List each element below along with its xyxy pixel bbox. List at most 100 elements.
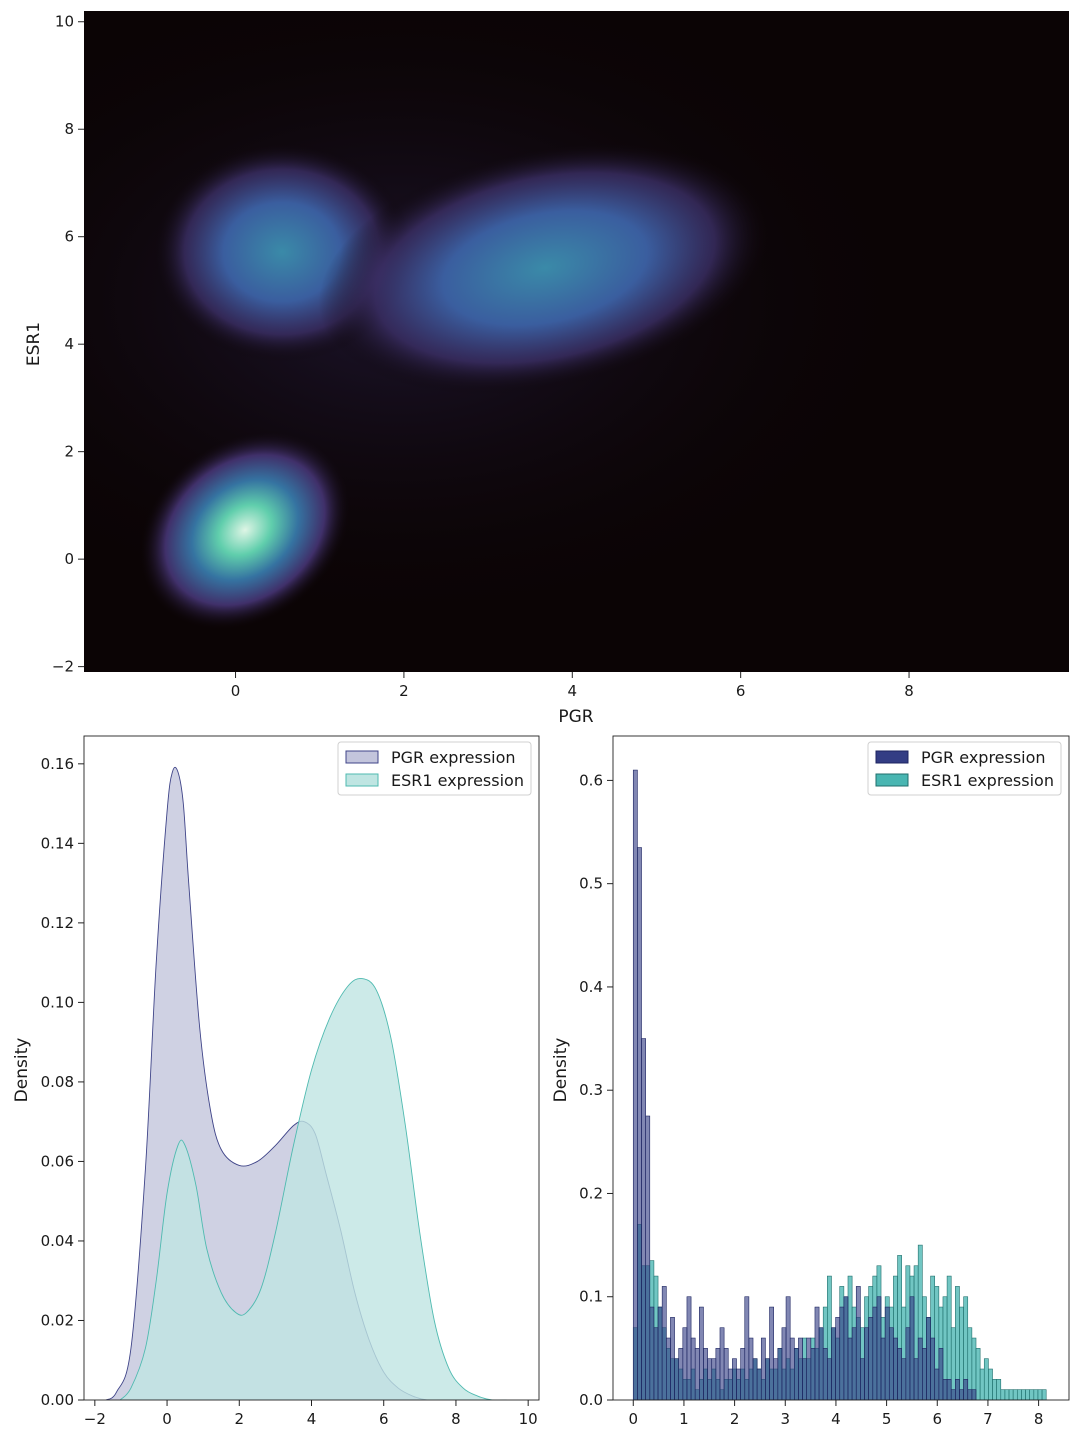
- hist-bar-esr1: [1041, 1389, 1047, 1400]
- hist-bar-pgr: [930, 1337, 936, 1400]
- hist-bar-pgr: [686, 1296, 692, 1400]
- kde-panel: −2 0 2 4 6 8 10 0.000.020.040.060.080.100.120.…: [12, 735, 540, 1428]
- hist-bars: [632, 769, 1047, 1400]
- kde-x-tick-label: 6: [379, 1410, 389, 1428]
- hist-bar-esr1: [988, 1368, 993, 1400]
- hist-legend-label-pgr: PGR expression: [921, 748, 1046, 767]
- hist-bar-esr1: [1016, 1389, 1022, 1400]
- kde2d-xlabel: PGR: [558, 707, 593, 727]
- kde-y-tick-label: 0.02: [41, 1311, 74, 1329]
- hist-x-tick-label: 5: [882, 1410, 892, 1428]
- hist-y-ticks: 0.0 0.1 0.2 0.3 0.4 0.5 0.6: [579, 771, 613, 1409]
- kde2d-x-tick-label: 0: [231, 682, 241, 700]
- hist-bar-pgr: [653, 1327, 659, 1400]
- hist-bar-pgr: [827, 1358, 832, 1400]
- hist-bar-esr1: [950, 1327, 956, 1400]
- hist-bar-esr1: [1029, 1389, 1035, 1400]
- hist-y-tick-label: 0.2: [579, 1184, 603, 1202]
- kde-line-esr1: [119, 977, 507, 1400]
- hist-bar-pgr: [872, 1306, 878, 1400]
- hist-bar-pgr: [967, 1389, 973, 1400]
- hist-bar-pgr: [971, 1389, 977, 1400]
- kde-x-tick-label: 0: [162, 1410, 172, 1428]
- hist-y-tick-label: 0.4: [579, 978, 603, 996]
- hist-bar-pgr: [876, 1296, 882, 1400]
- hist-x-tick-label: 0: [628, 1410, 638, 1428]
- hist-bar-pgr: [884, 1306, 890, 1400]
- hist-bar-pgr: [814, 1306, 820, 1400]
- hist-x-tick-label: 3: [780, 1410, 790, 1428]
- kde-x-ticks: −2 0 2 4 6 8 10: [84, 1400, 538, 1428]
- hist-bar-pgr: [901, 1358, 907, 1400]
- hist-bar-pgr: [938, 1348, 944, 1400]
- hist-bar-pgr: [818, 1327, 824, 1400]
- hist-bar-pgr: [839, 1306, 845, 1400]
- hist-bar-esr1: [1008, 1389, 1014, 1400]
- hist-x-ticks: 0 1 2 3 4 5 6 7 8: [628, 1400, 1043, 1428]
- kde-x-tick-label: −2: [84, 1410, 106, 1428]
- hist-bar-pgr: [855, 1286, 861, 1400]
- hist-x-tick-label: 2: [730, 1410, 740, 1428]
- hist-bar-pgr: [905, 1327, 911, 1400]
- hist-x-tick-label: 7: [983, 1410, 993, 1428]
- hist-bar-pgr: [835, 1317, 841, 1400]
- kde-area-esr1: [120, 978, 507, 1400]
- hist-bar-pgr: [806, 1337, 812, 1400]
- kde2d-x-tick-label: 6: [736, 682, 746, 700]
- kde-y-tick-label: 0.10: [41, 993, 74, 1011]
- hist-bar-pgr: [913, 1358, 919, 1400]
- hist-bar-pgr: [798, 1337, 803, 1400]
- hist-bar-pgr: [959, 1389, 964, 1400]
- hist-bar-pgr: [744, 1296, 750, 1400]
- kde2d-ylabel: ESR1: [24, 322, 44, 366]
- hist-bar-pgr: [897, 1348, 902, 1400]
- kde2d-y-ticks: −2 0 2 4 6 8 10: [52, 13, 84, 676]
- kde-x-tick-label: 10: [519, 1410, 538, 1428]
- hist-bar-pgr: [765, 1358, 770, 1400]
- hist-bar-pgr: [703, 1348, 708, 1400]
- hist-bar-pgr: [666, 1337, 671, 1400]
- hist-bar-pgr: [851, 1327, 857, 1400]
- hist-ylabel: Density: [551, 1038, 571, 1103]
- hist-bar-pgr: [909, 1296, 915, 1400]
- hist-bar-esr1: [1037, 1389, 1043, 1400]
- hist-y-tick-label: 0.1: [579, 1288, 603, 1306]
- kde2d-y-tick-label: −2: [52, 658, 74, 676]
- hist-bar-pgr: [831, 1327, 836, 1400]
- kde-y-tick-label: 0.14: [41, 834, 74, 852]
- hist-bar-pgr: [822, 1348, 828, 1400]
- hist-bar-pgr: [727, 1368, 733, 1400]
- hist-bar-esr1: [992, 1379, 997, 1400]
- hist-bar-esr1: [975, 1348, 981, 1400]
- hist-bar-pgr: [752, 1358, 758, 1400]
- hist-legend-frame: [867, 741, 1062, 796]
- hist-bar-pgr: [748, 1337, 754, 1400]
- kde-legend-label-esr1: ESR1 expression: [391, 771, 524, 790]
- hist-bar-pgr: [946, 1379, 952, 1400]
- kde-y-tick-label: 0.12: [41, 914, 74, 932]
- kde-y-tick-label: 0.00: [41, 1391, 74, 1409]
- hist-bar-pgr: [674, 1358, 679, 1400]
- kde-y-tick-label: 0.08: [41, 1073, 74, 1091]
- hist-bar-pgr: [789, 1337, 795, 1400]
- hist-bar-pgr: [715, 1348, 721, 1400]
- hist-bar-pgr: [785, 1296, 791, 1400]
- kde2d-y-tick-label: 0: [64, 550, 74, 568]
- kde2d-mode-lower: [138, 429, 352, 631]
- hist-bar-pgr: [707, 1358, 713, 1400]
- hist-bar-pgr: [843, 1296, 849, 1400]
- hist-bar-pgr: [777, 1348, 783, 1400]
- hist-bar-pgr: [736, 1368, 741, 1400]
- hist-bar-esr1: [1000, 1389, 1006, 1400]
- kde-legend-swatch-esr1: [345, 773, 379, 787]
- hist-bar-pgr: [868, 1317, 874, 1400]
- hist-bar-pgr: [934, 1368, 940, 1400]
- hist-bar-pgr: [893, 1337, 898, 1400]
- hist-bar-pgr: [670, 1317, 675, 1400]
- kde2d-density: [84, 11, 920, 631]
- hist-bar-pgr: [732, 1358, 737, 1400]
- hist-bar-pgr: [955, 1379, 960, 1400]
- hist-bar-pgr: [661, 1286, 667, 1400]
- hist-bar-esr1: [983, 1358, 989, 1400]
